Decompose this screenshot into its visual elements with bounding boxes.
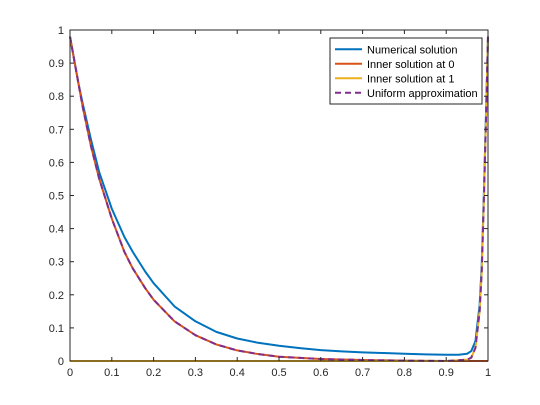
series-line-1 (69, 36, 489, 356)
y-tick-label: 0.3 (49, 257, 64, 269)
legend-label: Inner solution at 1 (367, 73, 454, 85)
x-tick-label: 0.5 (271, 367, 286, 379)
x-tick-label: 0.9 (439, 367, 454, 379)
y-tick-label: 0.6 (49, 157, 64, 169)
legend-label: Inner solution at 0 (367, 59, 454, 71)
x-tick-label: 1 (485, 367, 491, 379)
y-tick-label: 0.1 (49, 323, 64, 335)
x-tick-label: 0.4 (230, 367, 245, 379)
legend-label: Numerical solution (367, 44, 457, 56)
y-tick-label: 0.2 (49, 290, 64, 302)
series-line-4 (69, 36, 489, 362)
legend-label: Uniform approximation (367, 88, 478, 100)
y-tick-label: 0 (58, 356, 64, 368)
y-tick-label: 1 (58, 25, 64, 37)
y-tick-label: 0.4 (49, 224, 64, 236)
legend: Numerical solution Inner solution at 0 Inn… (329, 37, 483, 105)
axes-layer: 0 0.1 0.2 0.3 0.4 0.5 0.6 0.7 0.8 0.9 1 0 0.1 0.2 0.3 0… (49, 25, 491, 379)
x-tick-label: 0.3 (188, 367, 203, 379)
y-tick-label: 0.9 (49, 58, 64, 70)
x-tick-label: 0 (67, 367, 73, 379)
y-tick-label: 0.5 (49, 191, 64, 203)
x-tick-label: 0.2 (146, 367, 161, 379)
x-tick-label: 0.8 (397, 367, 412, 379)
y-tick-label: 0.8 (49, 91, 64, 103)
x-tick-label: 0.1 (104, 367, 119, 379)
y-tick-label: 0.7 (49, 124, 64, 136)
x-tick-label: 0.6 (313, 367, 328, 379)
x-tick-label: 0.7 (355, 367, 370, 379)
